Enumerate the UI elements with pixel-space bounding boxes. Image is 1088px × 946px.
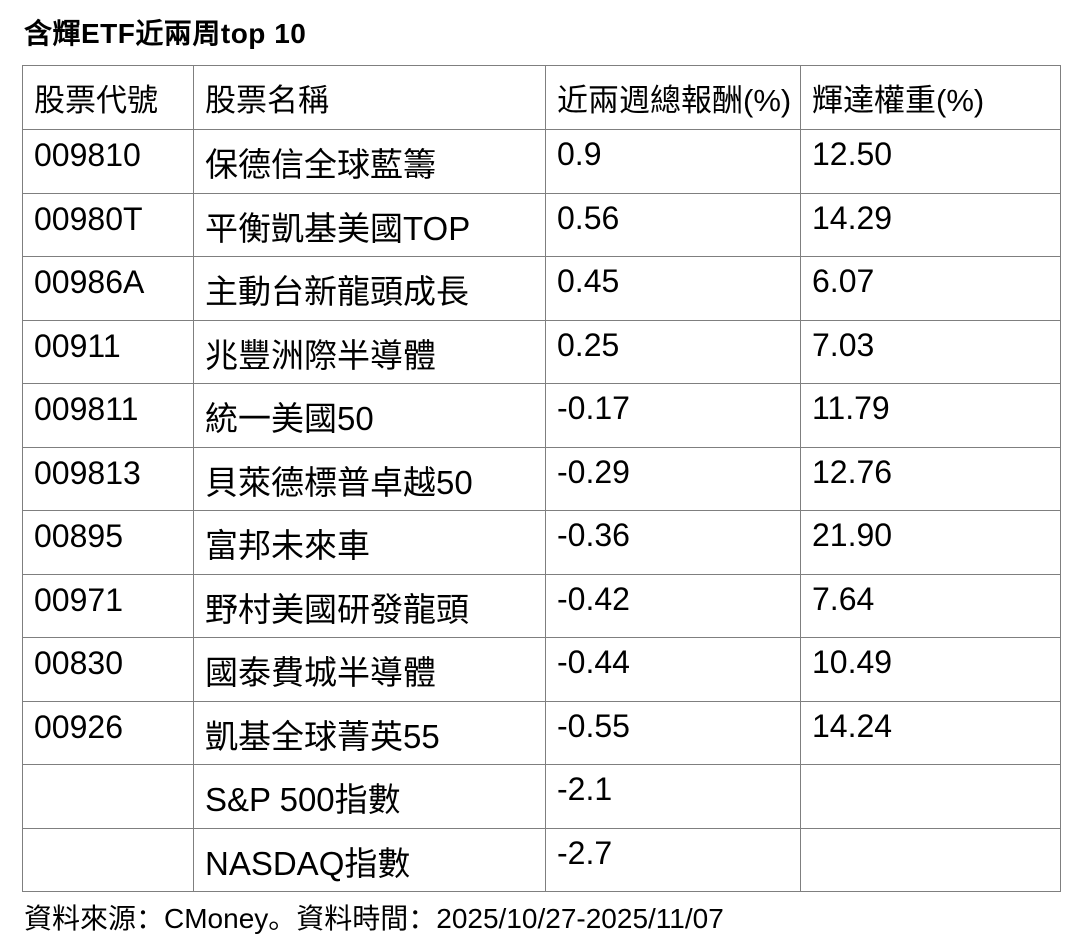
stock-code-cell: 00986A [22,256,194,321]
stock-name-cell: NASDAQ指數 [193,827,546,892]
stock-name-cell: 貝萊德標普卓越50 [193,446,546,511]
weight-value-cell: 7.64 [800,573,1061,638]
weight-value-cell: 10.49 [800,637,1061,702]
header-nvidia-weight: 輝達權重(%) [800,65,1061,130]
stock-name-cell: 野村美國研發龍頭 [193,573,546,638]
stock-code-cell [22,827,194,892]
header-two-week-return: 近兩週總報酬(%) [545,65,801,130]
weight-value-cell: 14.24 [800,700,1061,765]
header-row: 股票代號 股票名稱 近兩週總報酬(%) 輝達權重(%) [22,65,1061,130]
table-row: S&P 500指數 -2.1 [22,764,1061,829]
return-value-cell: -0.17 [545,383,801,448]
stock-code-cell: 009813 [22,446,194,511]
return-value-cell: 0.45 [545,256,801,321]
return-value-cell: 0.25 [545,319,801,384]
weight-value-cell: 12.50 [800,129,1061,194]
table-row: 009811 統一美國50 -0.17 11.79 [22,383,1061,448]
weight-value-cell: 12.76 [800,446,1061,511]
stock-name-cell: 統一美國50 [193,383,546,448]
weight-value-cell: 7.03 [800,319,1061,384]
data-source-note: 資料來源：CMoney。資料時間：2025/10/27-2025/11/07 [24,903,724,934]
return-value-cell: -0.42 [545,573,801,638]
stock-code-cell: 009811 [22,383,194,448]
table-row: 00911 兆豐洲際半導體 0.25 7.03 [22,319,1061,384]
stock-name-cell: S&P 500指數 [193,764,546,829]
return-value-cell: -2.7 [545,827,801,892]
return-value-cell: -0.36 [545,510,801,575]
table-row: 00971 野村美國研發龍頭 -0.42 7.64 [22,573,1061,638]
stock-name-cell: 平衡凱基美國TOP [193,192,546,257]
stock-name-cell: 國泰費城半導體 [193,637,546,702]
weight-value-cell [800,764,1061,829]
table-body: 009810 保德信全球藍籌 0.9 12.50 00980T 平衡凱基美國TOP 0.56… [22,129,1061,892]
header-stock-name: 股票名稱 [193,65,546,130]
table-row: 00980T 平衡凱基美國TOP 0.56 14.29 [22,192,1061,257]
table-row: 00830 國泰費城半導體 -0.44 10.49 [22,637,1061,702]
return-value-cell: 0.9 [545,129,801,194]
stock-code-cell: 00830 [22,637,194,702]
stock-code-cell [22,764,194,829]
weight-value-cell [800,827,1061,892]
weight-value-cell: 14.29 [800,192,1061,257]
table-row: 00926 凱基全球菁英55 -0.55 14.24 [22,700,1061,765]
header-stock-code: 股票代號 [22,65,194,130]
return-value-cell: -0.55 [545,700,801,765]
stock-code-cell: 00926 [22,700,194,765]
table-row: 00895 富邦未來車 -0.36 21.90 [22,510,1061,575]
etf-table: 股票代號 股票名稱 近兩週總報酬(%) 輝達權重(%) 009810 保德信全球藍… [22,65,1061,892]
stock-name-cell: 保德信全球藍籌 [193,129,546,194]
stock-name-cell: 富邦未來車 [193,510,546,575]
table-row: 009810 保德信全球藍籌 0.9 12.50 [22,129,1061,194]
table-row: NASDAQ指數 -2.7 [22,827,1061,892]
stock-code-cell: 00895 [22,510,194,575]
return-value-cell: 0.56 [545,192,801,257]
weight-value-cell: 6.07 [800,256,1061,321]
stock-code-cell: 00980T [22,192,194,257]
weight-value-cell: 11.79 [800,383,1061,448]
return-value-cell: -0.29 [545,446,801,511]
stock-code-cell: 00971 [22,573,194,638]
page-title: 含輝ETF近兩周top 10 [24,18,307,49]
stock-name-cell: 凱基全球菁英55 [193,700,546,765]
stock-name-cell: 兆豐洲際半導體 [193,319,546,384]
table-header: 股票代號 股票名稱 近兩週總報酬(%) 輝達權重(%) [22,65,1061,130]
table-row: 00986A 主動台新龍頭成長 0.45 6.07 [22,256,1061,321]
return-value-cell: -2.1 [545,764,801,829]
stock-code-cell: 00911 [22,319,194,384]
weight-value-cell: 21.90 [800,510,1061,575]
return-value-cell: -0.44 [545,637,801,702]
stock-code-cell: 009810 [22,129,194,194]
table-row: 009813 貝萊德標普卓越50 -0.29 12.76 [22,446,1061,511]
stock-name-cell: 主動台新龍頭成長 [193,256,546,321]
